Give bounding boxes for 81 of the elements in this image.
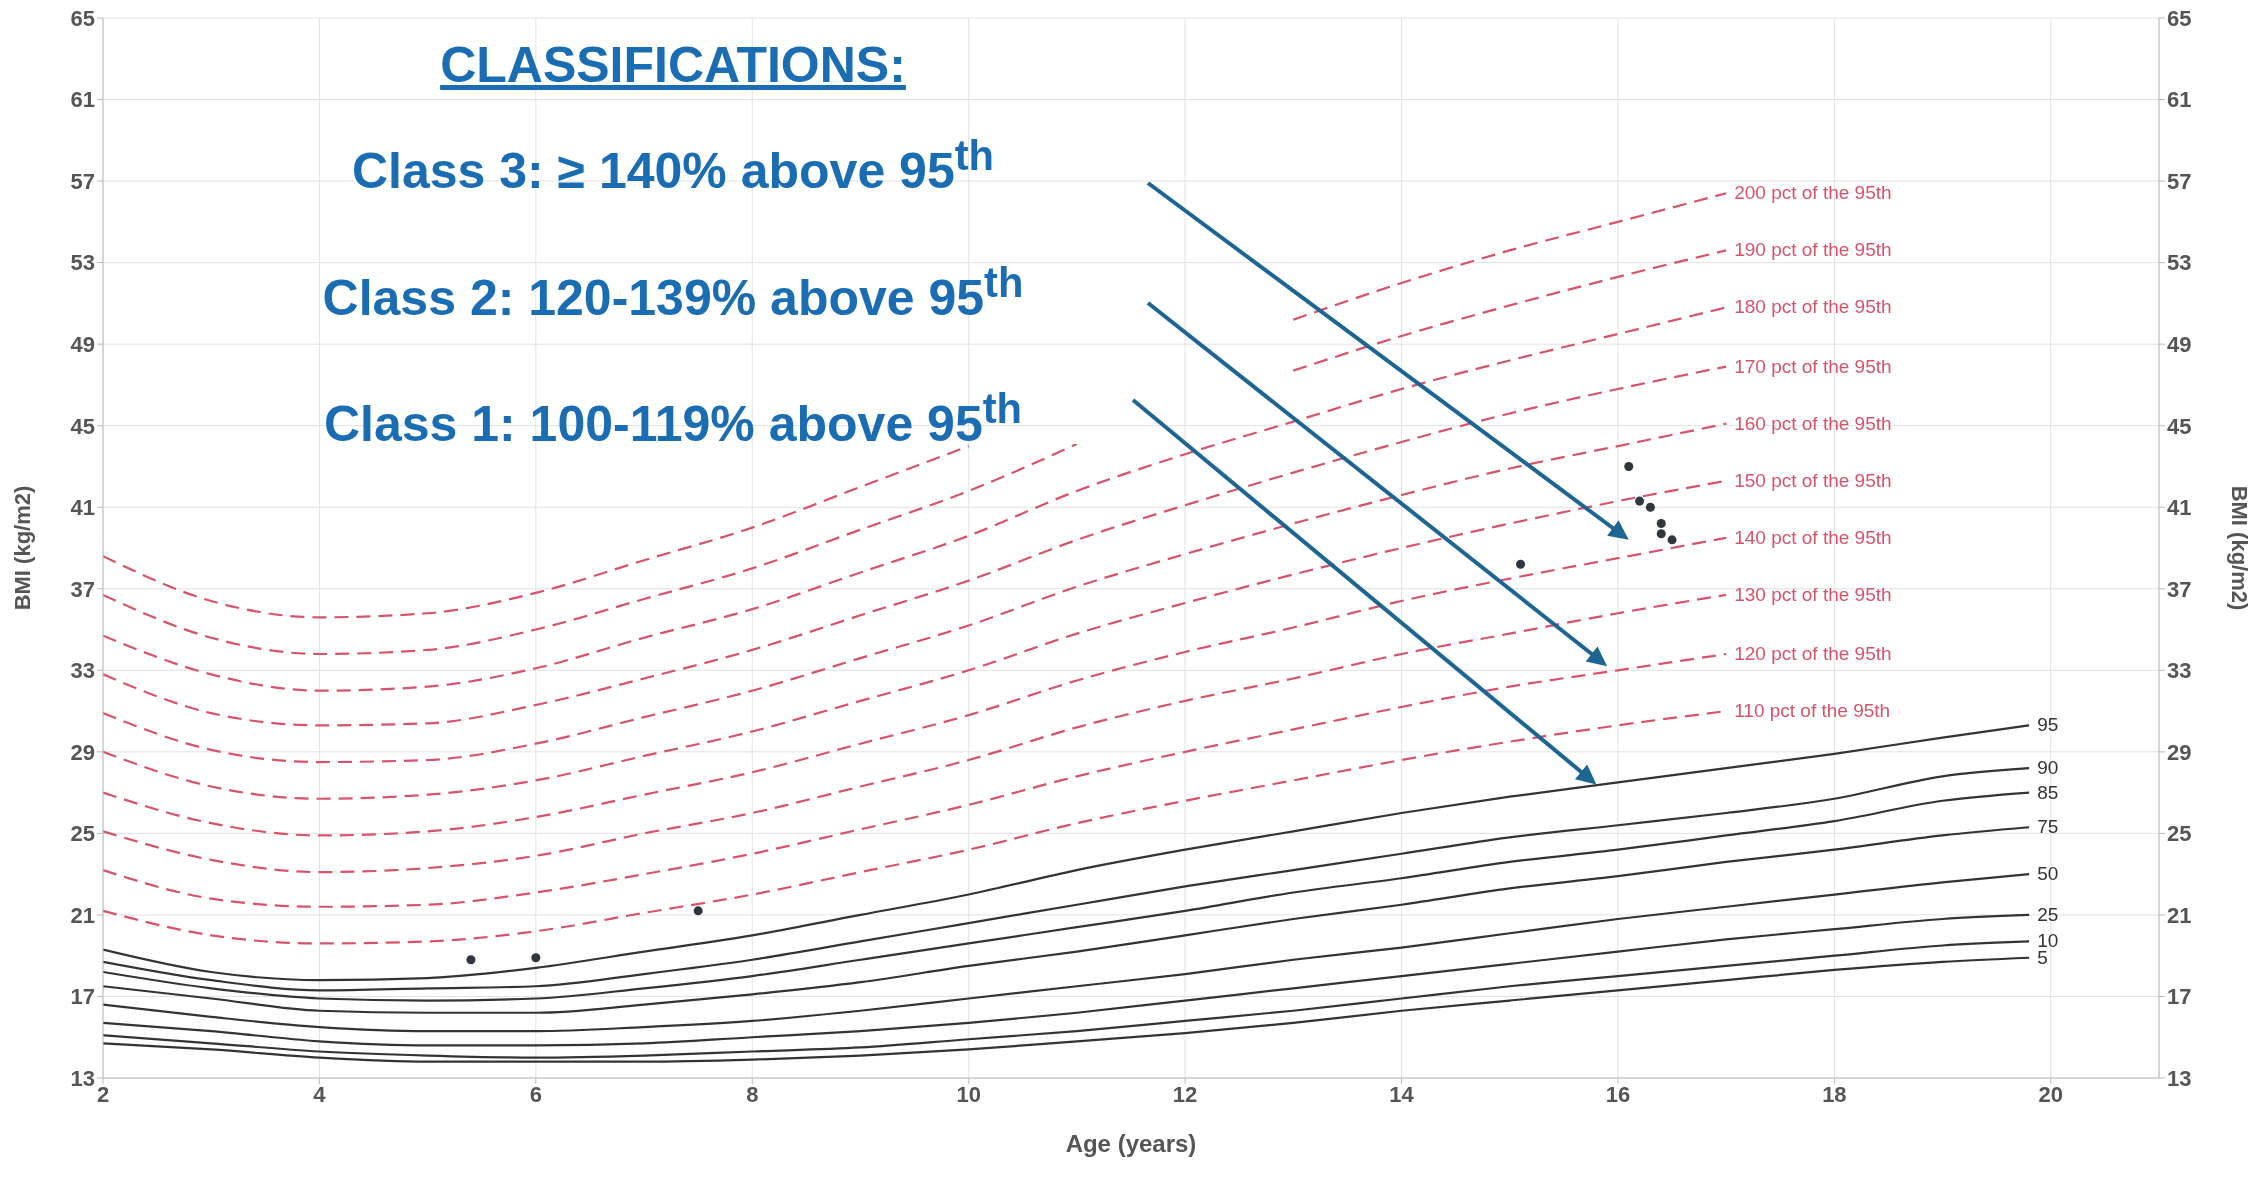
series-label: 120 pct of the 95th [1734, 643, 1892, 664]
y2-tick-label: 57 [2167, 168, 2192, 194]
y-tick-label: 13 [70, 1065, 95, 1091]
y-tick-label: 33 [70, 658, 95, 684]
y2-tick-label: 41 [2167, 495, 2192, 521]
y-tick-label: 57 [70, 168, 95, 194]
series-label: 150 pct of the 95th [1734, 469, 1892, 491]
series-label: 170 pct of the 95th [1734, 355, 1892, 377]
y2-tick-label: 61 [2167, 87, 2192, 113]
x-axis-title: Age (years) [1065, 1130, 1197, 1157]
y2-tick-label: 13 [2167, 1065, 2192, 1091]
point [1656, 529, 1666, 539]
annotation: Class 1: 100-119% above 95$^{th}$ [322, 384, 1024, 454]
line-series [103, 724, 2031, 982]
line-series [103, 365, 1728, 727]
y-tick-label: 29 [70, 739, 95, 765]
y-tick-label: 37 [70, 576, 95, 602]
y-tick-label: 25 [70, 821, 95, 847]
series-label: 180 pct of the 95th [1734, 296, 1892, 318]
series-label: 50 [2037, 863, 2059, 885]
x-tick-label: 14 [1389, 1081, 1415, 1107]
point [531, 953, 541, 963]
x-tick-label: 6 [529, 1081, 542, 1107]
y-tick-label: 61 [70, 87, 95, 113]
series-label: 25 [2037, 903, 2059, 925]
line-series [103, 593, 1728, 874]
line-series [103, 652, 1728, 908]
point [466, 955, 476, 965]
y2-tick-label: 33 [2167, 658, 2192, 684]
series-label: 110 pct of the 95th [1734, 700, 1891, 722]
series-label: 75 [2037, 816, 2059, 838]
series-label: 200 pct of the 95th [1734, 182, 1892, 204]
y2-tick-label: 17 [2167, 984, 2192, 1010]
annotation: Class 2: 120-139% above 95$^{th}$ [321, 257, 1025, 328]
x-tick-label: 8 [746, 1081, 759, 1107]
y-tick-label: 45 [70, 413, 95, 439]
y-tick-label: 53 [70, 250, 95, 276]
x-tick-label: 18 [1822, 1081, 1847, 1107]
series-label: 160 pct of the 95th [1734, 412, 1892, 434]
y-tick-label: 17 [70, 984, 95, 1010]
line-series [103, 536, 1728, 837]
series-label: 130 pct of the 95th [1734, 583, 1892, 605]
line-series [103, 826, 2031, 1014]
point [1635, 496, 1645, 506]
line-series [103, 873, 2031, 1033]
y2-tick-label: 37 [2167, 576, 2192, 602]
y2-tick-label: 65 [2167, 5, 2192, 31]
point [1516, 559, 1526, 569]
y2-axis-title: BMI (kg/m2) [2227, 485, 2253, 611]
y2-tick-label: 49 [2167, 331, 2192, 357]
y-tick-label: 21 [70, 902, 95, 928]
series-label: 95 [2037, 714, 2059, 736]
line-series [103, 913, 2031, 1047]
y-tick-label: 41 [70, 495, 95, 521]
series-label: 90 [2037, 757, 2059, 779]
line-series [103, 956, 2031, 1063]
y-tick-label: 49 [70, 331, 95, 357]
y-tick-label: 65 [70, 5, 95, 31]
point [1667, 535, 1677, 545]
annotation: Class 3: ≥ 140% above 95$^{th}$ [350, 131, 996, 201]
x-tick-label: 2 [96, 1081, 110, 1107]
y2-tick-label: 29 [2167, 739, 2192, 765]
point [693, 906, 703, 916]
point [1656, 519, 1666, 529]
x-tick-label: 16 [1605, 1081, 1631, 1107]
series-label: 190 pct of the 95th [1734, 239, 1892, 261]
x-tick-label: 10 [956, 1081, 981, 1107]
series-label: 140 pct of the 95th [1734, 526, 1892, 548]
y2-tick-label: 25 [2167, 821, 2192, 847]
y2-tick-label: 53 [2167, 250, 2192, 276]
y2-tick-label: 21 [2167, 902, 2192, 928]
x-tick-label: 4 [313, 1081, 327, 1107]
point [1645, 502, 1655, 512]
line-series [103, 940, 2031, 1059]
annotation: CLASSIFICATIONS: [439, 36, 907, 95]
y-axis-title: BMI (kg/m2) [9, 485, 35, 611]
y2-tick-label: 45 [2167, 413, 2192, 439]
series-label: 85 [2037, 781, 2059, 803]
x-tick-label: 20 [2038, 1081, 2064, 1107]
x-tick-label: 12 [1172, 1081, 1198, 1107]
point [1624, 461, 1634, 471]
